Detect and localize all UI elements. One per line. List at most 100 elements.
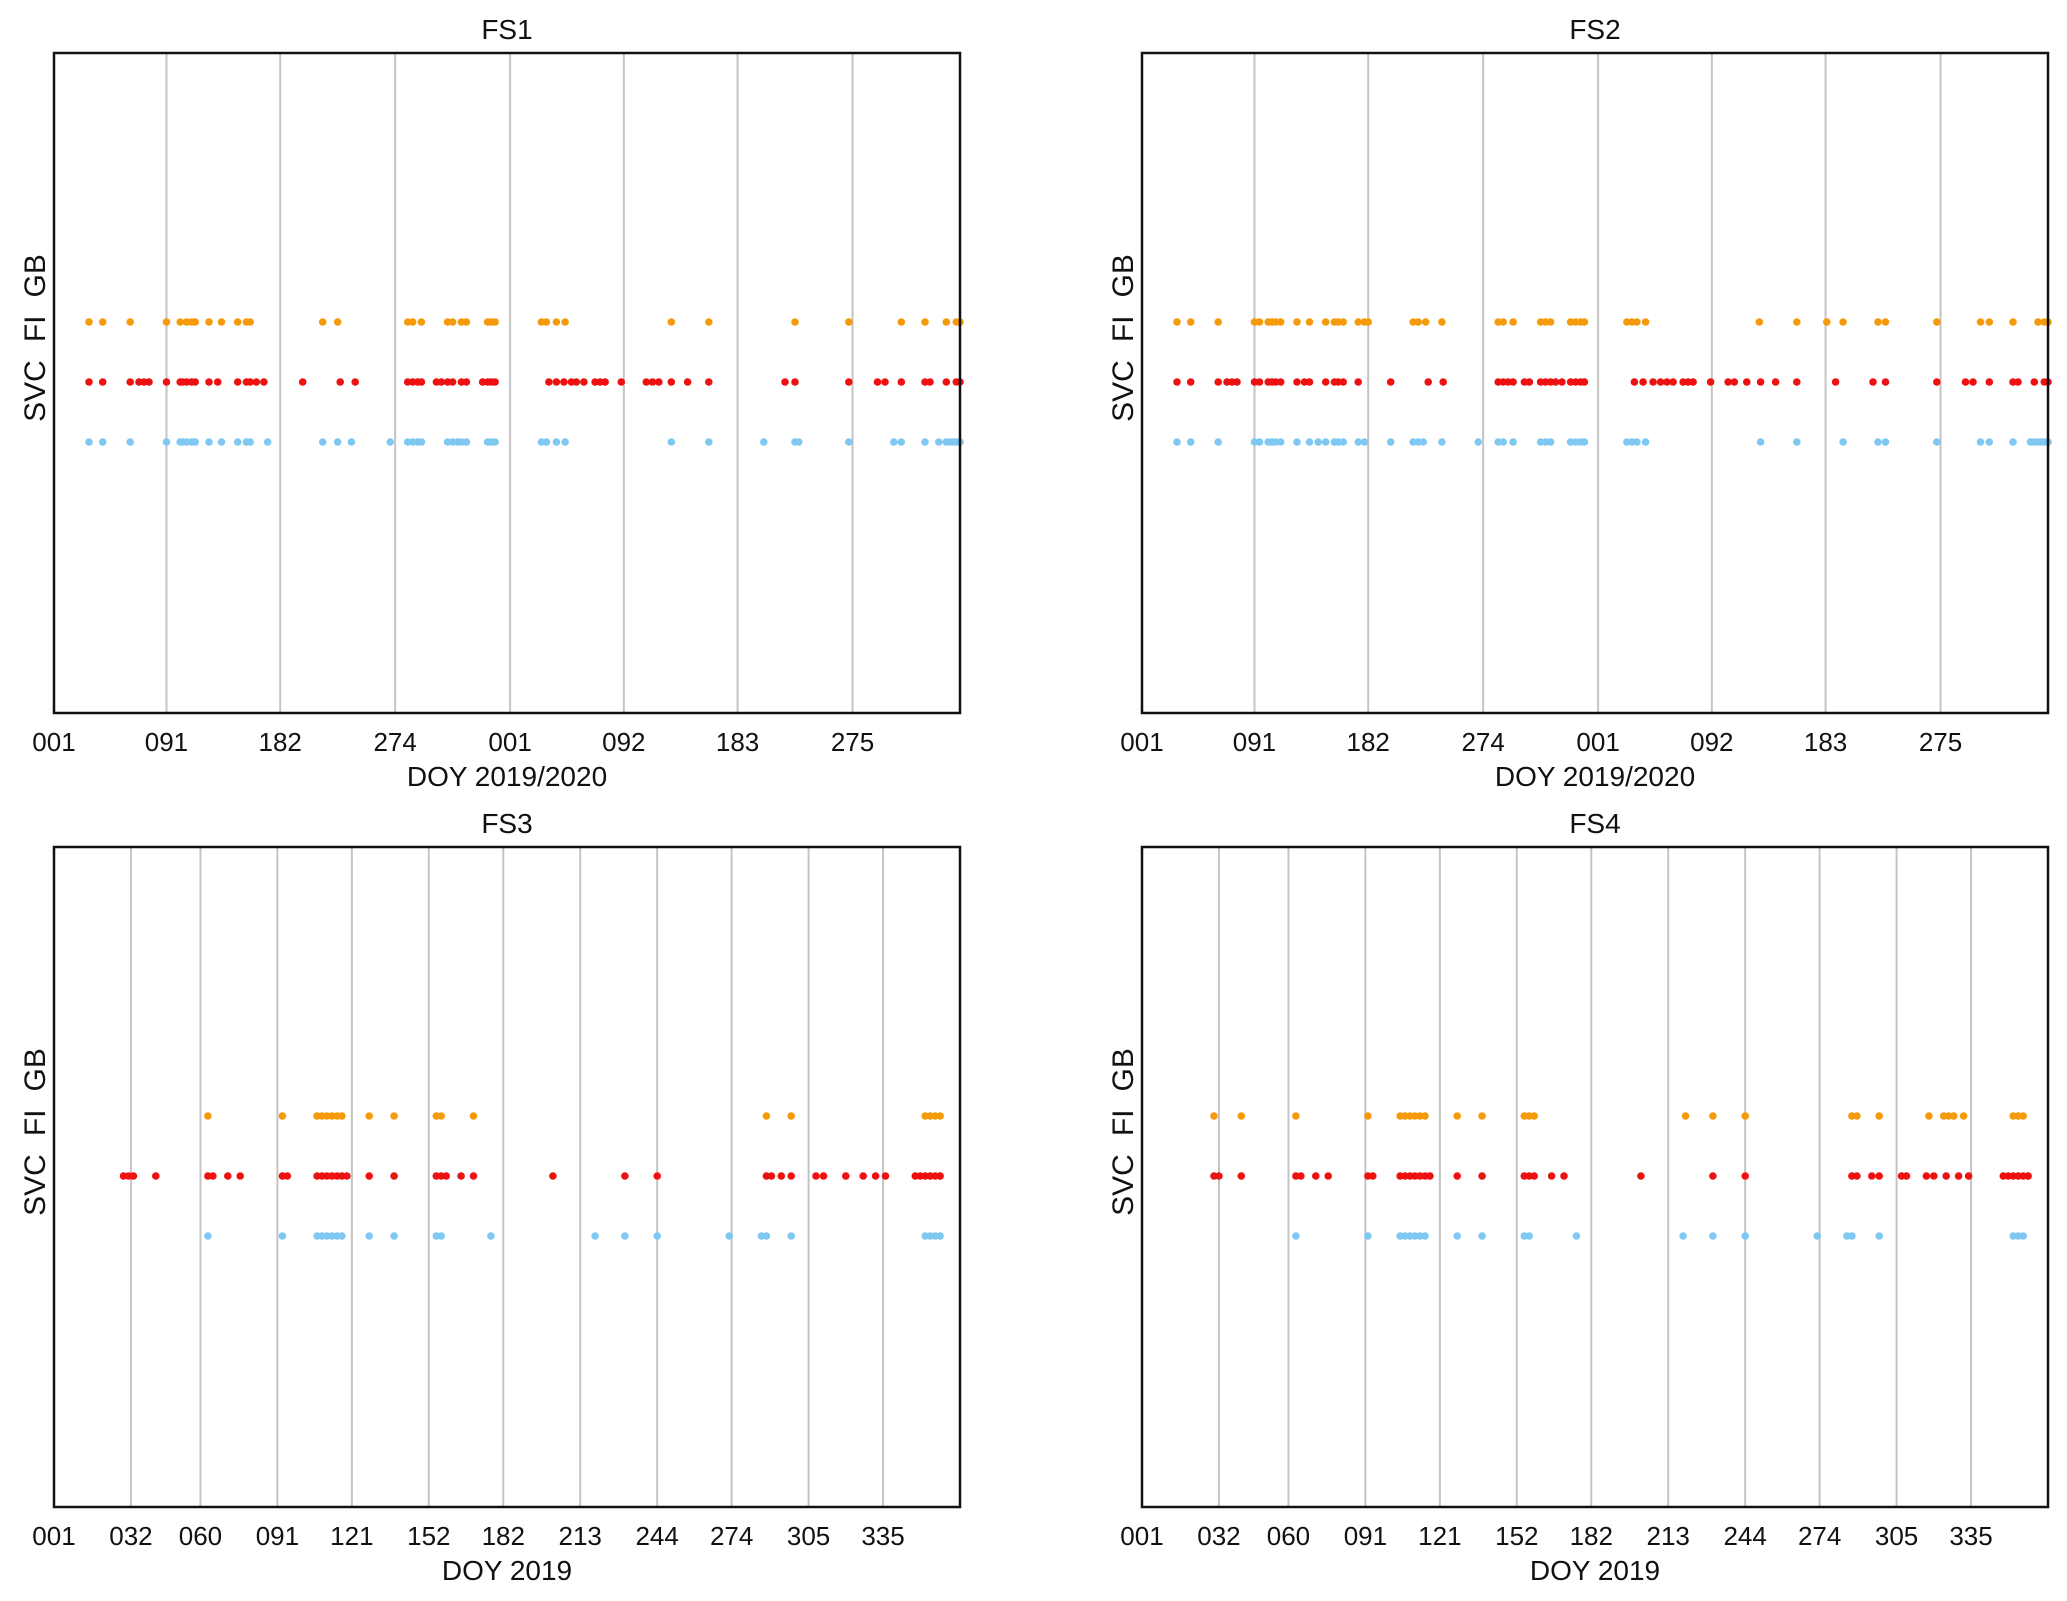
- data-point-fi: [1964, 1172, 1973, 1180]
- data-point-fi: [1558, 378, 1566, 386]
- data-point-gb: [1292, 1112, 1300, 1120]
- data-point-gb: [1641, 318, 1650, 326]
- data-point-gb: [1949, 1112, 1958, 1120]
- x-axis-label: DOY 2019/2020: [407, 761, 607, 792]
- data-point-svc: [621, 1232, 629, 1240]
- data-point-svc: [552, 438, 561, 446]
- data-point-svc: [653, 1232, 661, 1240]
- data-point-fi: [545, 378, 553, 386]
- y-label-svc: SVC: [1107, 1154, 1140, 1216]
- data-point-fi: [365, 1172, 374, 1180]
- panel-fs3: FS3 001 032 060 091 121 152 182 213 244 274 305 335 D…: [19, 808, 962, 1586]
- data-point-fi: [1656, 378, 1665, 386]
- data-point-gb: [338, 1112, 346, 1120]
- y-label-gb: GB: [1107, 1048, 1140, 1091]
- data-point-gb: [1509, 318, 1517, 326]
- data-point-fi: [1386, 378, 1395, 386]
- panel-title: FS2: [1569, 14, 1620, 45]
- data-point-fi: [1741, 1172, 1749, 1180]
- data-point-fi: [298, 378, 307, 386]
- data-point-svc: [85, 438, 93, 446]
- data-point-svc: [1364, 1232, 1372, 1240]
- x-tick-label: 274: [373, 727, 416, 757]
- data-point-gb: [1853, 1112, 1861, 1120]
- data-point-svc: [1305, 438, 1314, 446]
- x-tick-label: 001: [1576, 727, 1619, 757]
- data-point-svc: [667, 438, 676, 446]
- data-point-fi: [1255, 378, 1264, 386]
- data-point-svc: [2019, 1232, 2027, 1240]
- data-point-fi: [1369, 1172, 1377, 1180]
- data-point-fi: [1868, 1172, 1876, 1180]
- data-point-svc: [1438, 438, 1446, 446]
- x-tick-label: 152: [407, 1521, 450, 1551]
- data-point-gb: [1530, 1112, 1538, 1120]
- y-label-fi: FI: [19, 1110, 52, 1137]
- data-point-fi: [351, 378, 360, 386]
- data-point-fi: [1922, 1172, 1931, 1180]
- data-point-fi: [621, 1172, 629, 1180]
- plot-frame: [1140, 51, 2050, 715]
- data-point-svc: [204, 1232, 212, 1240]
- data-point-fi: [819, 1172, 828, 1180]
- data-point-fi: [1426, 1172, 1434, 1180]
- x-tick-label: 335: [861, 1521, 904, 1551]
- data-point-fi: [85, 378, 93, 386]
- data-point-gb: [1421, 318, 1430, 326]
- data-point-gb: [1839, 318, 1847, 326]
- series-fi: [1173, 378, 2052, 386]
- data-point-gb: [318, 318, 327, 326]
- y-axis-label: SVC FI GB: [1107, 254, 1140, 422]
- data-point-fi: [873, 378, 882, 386]
- data-point-gb: [462, 318, 471, 326]
- plot-frame: [52, 845, 962, 1509]
- data-point-gb: [561, 318, 569, 326]
- data-point-fi: [653, 1172, 661, 1180]
- x-tick-label: 274: [1461, 727, 1504, 757]
- data-point-svc: [897, 438, 906, 446]
- data-point-svc: [98, 438, 107, 446]
- x-tick-label: 121: [330, 1521, 373, 1551]
- panel-title: FS1: [481, 14, 532, 45]
- data-point-gb: [1210, 1112, 1218, 1120]
- series-gb: [204, 1112, 944, 1120]
- data-point-gb: [278, 1112, 287, 1120]
- data-point-gb: [1499, 318, 1507, 326]
- data-point-svc: [1933, 438, 1941, 446]
- data-point-fi: [549, 1172, 557, 1180]
- data-point-fi: [767, 1172, 776, 1180]
- data-point-fi: [1233, 378, 1241, 386]
- data-point-svc: [1580, 438, 1589, 446]
- data-point-gb: [233, 318, 242, 326]
- data-point-fi: [252, 378, 261, 386]
- data-point-gb: [2019, 1112, 2027, 1120]
- data-point-gb: [1709, 1112, 1717, 1120]
- x-tick-label: 091: [256, 1521, 299, 1551]
- data-point-fi: [260, 378, 268, 386]
- data-point-svc: [1173, 438, 1181, 446]
- data-point-gb: [1633, 318, 1641, 326]
- data-point-fi: [1354, 378, 1362, 386]
- data-point-svc: [1633, 438, 1641, 446]
- data-point-fi: [145, 378, 153, 386]
- data-point-fi: [936, 1172, 944, 1180]
- data-point-svc: [1572, 1232, 1581, 1240]
- data-point-fi: [491, 378, 499, 386]
- data-point-gb: [1741, 1112, 1749, 1120]
- data-point-fi: [1756, 378, 1765, 386]
- data-point-fi: [233, 378, 242, 386]
- y-label-fi: FI: [1107, 1110, 1140, 1137]
- data-point-fi: [1969, 378, 1977, 386]
- data-point-gb: [448, 318, 457, 326]
- data-point-fi: [1439, 378, 1447, 386]
- data-point-fi: [859, 1172, 867, 1180]
- data-point-fi: [390, 1172, 398, 1180]
- x-tick-label: 001: [488, 727, 531, 757]
- y-axis-label: SVC FI GB: [19, 254, 52, 422]
- x-tick-label: 183: [1804, 727, 1847, 757]
- data-point-svc: [1386, 438, 1395, 446]
- data-point-svc: [1292, 1232, 1300, 1240]
- data-point-gb: [791, 318, 799, 326]
- data-point-gb: [205, 318, 213, 326]
- data-point-gb: [204, 1112, 212, 1120]
